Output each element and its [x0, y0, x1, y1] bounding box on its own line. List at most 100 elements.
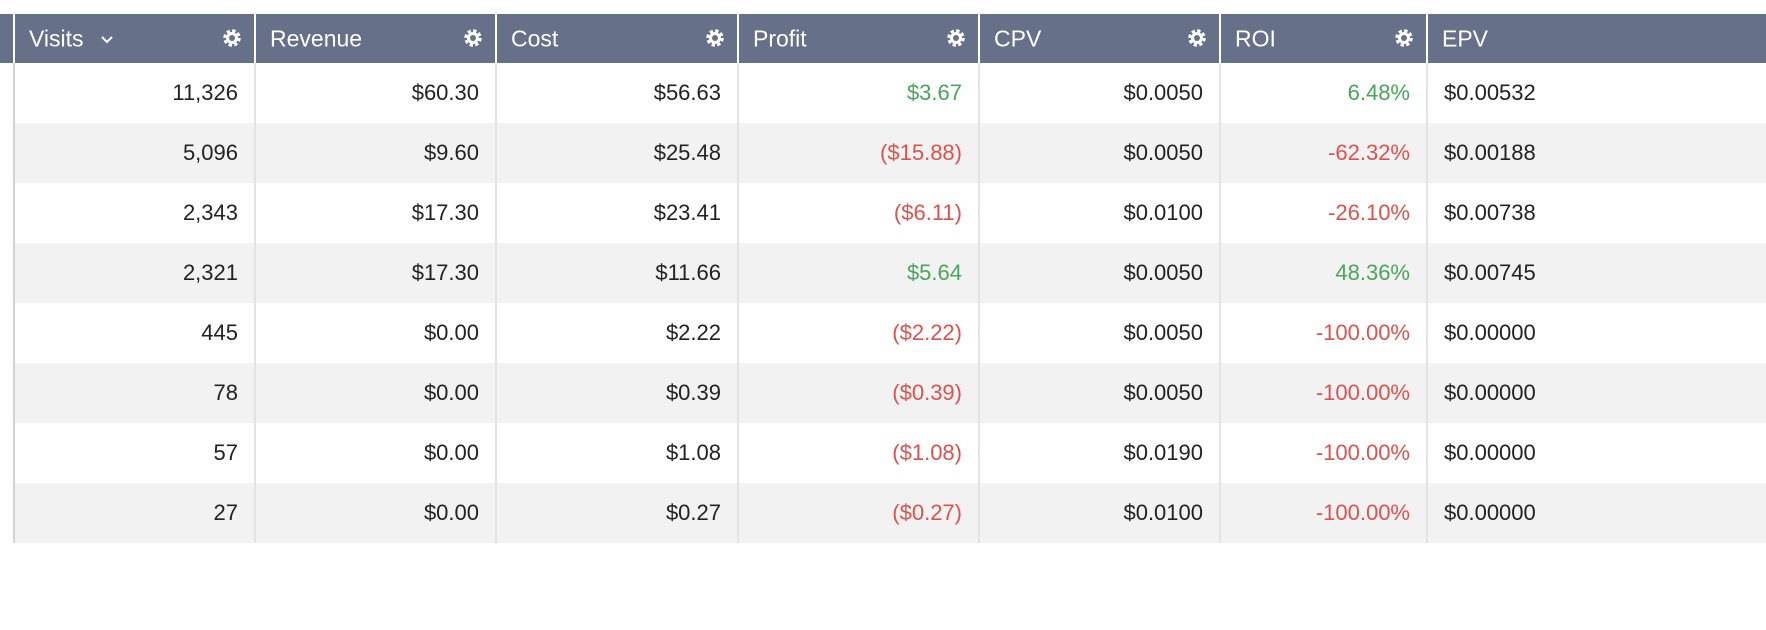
header-stub-cell	[0, 14, 14, 63]
row-stub	[0, 363, 15, 423]
cell-revenue: $0.00	[254, 363, 496, 423]
cell-epv: $0.00000	[1426, 363, 1766, 423]
cell-visits: 57	[13, 423, 255, 483]
cell-visits: 78	[13, 363, 255, 423]
column-header-profit[interactable]: Profit	[737, 14, 979, 63]
table-row[interactable]: 78 $0.00 $0.39 ($0.39) $0.0050 -100.00% …	[0, 363, 1766, 423]
column-header-label: Visits	[29, 25, 84, 52]
column-header-label: EPV	[1442, 25, 1489, 52]
cell-visits: 445	[13, 303, 255, 363]
column-header-cpv[interactable]: CPV	[978, 14, 1220, 63]
cell-roi: -26.10%	[1219, 183, 1427, 243]
gear-icon[interactable]	[1393, 27, 1415, 49]
cell-cpv: $0.0190	[978, 423, 1220, 483]
row-stub	[0, 183, 15, 243]
column-header-roi[interactable]: ROI	[1219, 14, 1427, 63]
cell-cost: $0.39	[495, 363, 738, 423]
cell-revenue: $0.00	[254, 483, 496, 543]
cell-cpv: $0.0050	[978, 363, 1220, 423]
column-header-label: Cost	[511, 25, 559, 52]
cell-visits: 27	[13, 483, 255, 543]
cell-revenue: $17.30	[254, 183, 496, 243]
cell-roi: -100.00%	[1219, 303, 1427, 363]
table-header: Visits Revenue Cost	[0, 14, 1766, 63]
stats-table: Visits Revenue Cost	[0, 14, 1766, 543]
cell-cost: $11.66	[495, 243, 738, 303]
cell-revenue: $0.00	[254, 423, 496, 483]
row-stub	[0, 123, 15, 183]
gear-icon[interactable]	[1186, 27, 1208, 49]
table-row[interactable]: 2,321 $17.30 $11.66 $5.64 $0.0050 48.36%…	[0, 243, 1766, 303]
cell-roi: 6.48%	[1219, 63, 1427, 123]
cell-profit: ($0.39)	[737, 363, 979, 423]
cell-profit: ($2.22)	[737, 303, 979, 363]
column-header-epv[interactable]: EPV	[1426, 14, 1766, 63]
cell-cpv: $0.0050	[978, 243, 1220, 303]
cell-roi: 48.36%	[1219, 243, 1427, 303]
cell-profit: ($6.11)	[737, 183, 979, 243]
cell-epv: $0.00745	[1426, 243, 1766, 303]
column-header-label: CPV	[994, 25, 1042, 52]
cell-roi: -100.00%	[1219, 423, 1427, 483]
gear-icon[interactable]	[221, 27, 243, 49]
cell-profit: ($15.88)	[737, 123, 979, 183]
row-stub	[0, 243, 15, 303]
cell-revenue: $17.30	[254, 243, 496, 303]
cell-roi: -100.00%	[1219, 483, 1427, 543]
cell-epv: $0.00000	[1426, 423, 1766, 483]
chevron-down-icon[interactable]	[100, 35, 114, 44]
gear-icon[interactable]	[704, 27, 726, 49]
cell-cpv: $0.0050	[978, 63, 1220, 123]
header-row: Visits Revenue Cost	[0, 14, 1766, 63]
cell-profit: $3.67	[737, 63, 979, 123]
cell-cpv: $0.0100	[978, 183, 1220, 243]
gear-icon[interactable]	[462, 27, 484, 49]
cell-visits: 5,096	[13, 123, 255, 183]
table-row[interactable]: 11,326 $60.30 $56.63 $3.67 $0.0050 6.48%…	[0, 63, 1766, 123]
column-header-label: Revenue	[270, 25, 363, 52]
bottom-spacer	[0, 547, 1766, 630]
cell-revenue: $9.60	[254, 123, 496, 183]
column-header-label: Profit	[753, 25, 807, 52]
cell-visits: 2,321	[13, 243, 255, 303]
column-header-visits[interactable]: Visits	[13, 14, 255, 63]
cell-profit: ($0.27)	[737, 483, 979, 543]
row-stub	[0, 303, 15, 363]
cell-revenue: $60.30	[254, 63, 496, 123]
cell-epv: $0.00188	[1426, 123, 1766, 183]
cell-visits: 2,343	[13, 183, 255, 243]
column-header-label: ROI	[1235, 25, 1276, 52]
table-row[interactable]: 2,343 $17.30 $23.41 ($6.11) $0.0100 -26.…	[0, 183, 1766, 243]
cell-epv: $0.00738	[1426, 183, 1766, 243]
cell-roi: -100.00%	[1219, 363, 1427, 423]
cell-cpv: $0.0050	[978, 123, 1220, 183]
cell-roi: -62.32%	[1219, 123, 1427, 183]
table-row[interactable]: 5,096 $9.60 $25.48 ($15.88) $0.0050 -62.…	[0, 123, 1766, 183]
cell-epv: $0.00000	[1426, 303, 1766, 363]
gear-icon[interactable]	[945, 27, 967, 49]
cell-cost: $56.63	[495, 63, 738, 123]
cell-cost: $25.48	[495, 123, 738, 183]
cell-cost: $1.08	[495, 423, 738, 483]
table-row[interactable]: 57 $0.00 $1.08 ($1.08) $0.0190 -100.00% …	[0, 423, 1766, 483]
cell-cost: $23.41	[495, 183, 738, 243]
cell-cost: $0.27	[495, 483, 738, 543]
table-body: 11,326 $60.30 $56.63 $3.67 $0.0050 6.48%…	[0, 63, 1766, 543]
row-stub	[0, 483, 15, 543]
row-stub	[0, 423, 15, 483]
row-stub	[0, 63, 15, 123]
cell-cpv: $0.0100	[978, 483, 1220, 543]
cell-cost: $2.22	[495, 303, 738, 363]
top-spacer	[0, 0, 1766, 14]
cell-cpv: $0.0050	[978, 303, 1220, 363]
cell-epv: $0.00532	[1426, 63, 1766, 123]
table-row[interactable]: 445 $0.00 $2.22 ($2.22) $0.0050 -100.00%…	[0, 303, 1766, 363]
table-row[interactable]: 27 $0.00 $0.27 ($0.27) $0.0100 -100.00% …	[0, 483, 1766, 543]
column-header-cost[interactable]: Cost	[495, 14, 738, 63]
cell-profit: ($1.08)	[737, 423, 979, 483]
column-header-revenue[interactable]: Revenue	[254, 14, 496, 63]
cell-profit: $5.64	[737, 243, 979, 303]
cell-epv: $0.00000	[1426, 483, 1766, 543]
cell-visits: 11,326	[13, 63, 255, 123]
